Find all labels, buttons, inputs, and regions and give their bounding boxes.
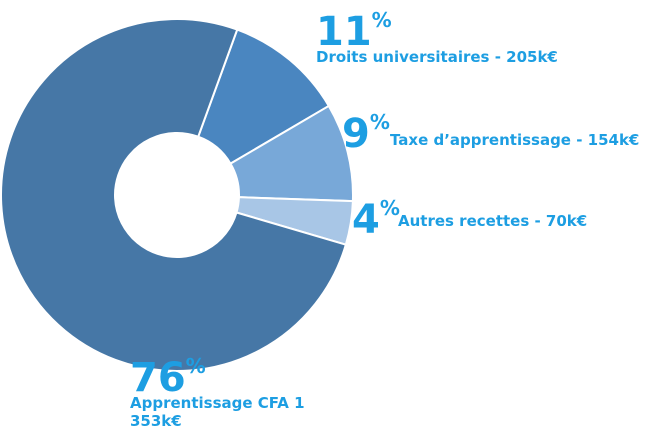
donut-segment (0, 18, 348, 372)
category-label: Taxe d’apprentissage - 154k€ (390, 131, 640, 149)
value-label: 76% (130, 354, 206, 401)
category-label: Autres recettes - 70k€ (398, 212, 588, 230)
value-label: 4% (352, 196, 400, 243)
category-label: Apprentissage CFA 1 353k€ (130, 394, 305, 430)
value-label: 9% (342, 110, 390, 157)
value-label: 11% (316, 8, 392, 55)
category-label: Droits universitaires - 205k€ (316, 48, 558, 66)
donut-segment (196, 28, 331, 165)
